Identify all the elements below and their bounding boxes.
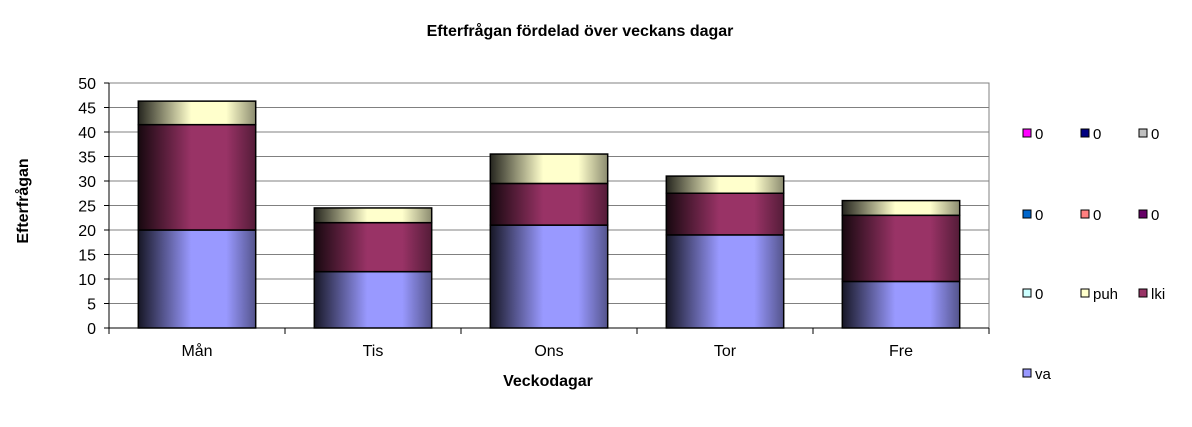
legend-label: 0 <box>1035 207 1043 224</box>
legend-label: va <box>1035 366 1052 383</box>
legend-swatch <box>1022 128 1032 138</box>
y-tick-label: 0 <box>87 321 96 338</box>
bar-segment-va-0 <box>137 229 257 329</box>
y-tick-label: 45 <box>78 101 96 118</box>
bar-segment-va-1 <box>313 270 433 329</box>
legend-swatch <box>1022 368 1032 378</box>
x-tick-label: Tor <box>714 343 737 360</box>
x-axis: Mån Tis Ons Tor Fre <box>108 327 990 360</box>
y-tick-label: 25 <box>78 199 96 216</box>
legend-swatch <box>1138 288 1148 298</box>
legend-label: lki <box>1151 286 1165 303</box>
y-tick-label: 50 <box>78 76 96 93</box>
bar-segment-va-4 <box>841 280 961 329</box>
bar-segment-va-2 <box>489 224 609 329</box>
bar-segment-puh-2 <box>489 153 609 185</box>
legend-label: 0 <box>1093 126 1101 143</box>
y-tick-label: 10 <box>78 272 96 289</box>
x-tick-label: Fre <box>889 343 913 360</box>
y-tick-label: 5 <box>87 297 96 314</box>
legend-swatch <box>1080 209 1090 219</box>
x-axis-label: Veckodagar <box>503 373 593 390</box>
y-tick-label: 30 <box>78 174 96 191</box>
bar-segment-lki-1 <box>313 221 433 273</box>
bar-segment-puh-3 <box>665 175 785 195</box>
bars <box>137 100 961 329</box>
chart-title: Efterfrågan fördelad över veckans dagar <box>427 22 734 40</box>
legend-label: 0 <box>1093 207 1101 224</box>
bar-segment-puh-4 <box>841 199 961 217</box>
bar-segment-lki-0 <box>137 123 257 231</box>
legend-swatch <box>1080 288 1090 298</box>
legend-label: 0 <box>1035 126 1043 143</box>
y-axis-label: Efterfrågan <box>14 158 32 243</box>
y-tick-label: 15 <box>78 248 96 265</box>
legend-swatch <box>1022 288 1032 298</box>
legend-swatch <box>1138 209 1148 219</box>
y-tick-label: 35 <box>78 150 96 167</box>
legend-label: puh <box>1093 286 1118 303</box>
legend-swatch <box>1080 128 1090 138</box>
bar-segment-lki-4 <box>841 214 961 283</box>
legend-label: 0 <box>1151 207 1159 224</box>
bar-segment-va-3 <box>665 234 785 329</box>
bar-segment-puh-1 <box>313 207 433 224</box>
bar-segment-puh-0 <box>137 100 257 126</box>
legend-label: 0 <box>1035 286 1043 303</box>
legend-swatch <box>1138 128 1148 138</box>
x-tick-label: Mån <box>181 342 212 360</box>
y-axis: 0 5 10 15 20 25 30 35 40 45 50 <box>78 76 110 338</box>
y-tick-label: 20 <box>78 223 96 240</box>
legend: 0 0 0 0 0 0 0 puh lki va <box>1022 126 1165 383</box>
bar-segment-lki-2 <box>489 182 609 226</box>
bar-segment-lki-3 <box>665 192 785 236</box>
x-tick-label: Ons <box>534 343 563 360</box>
y-tick-label: 40 <box>78 125 96 142</box>
legend-label: 0 <box>1151 126 1159 143</box>
x-tick-label: Tis <box>363 343 384 360</box>
legend-swatch <box>1022 209 1032 219</box>
